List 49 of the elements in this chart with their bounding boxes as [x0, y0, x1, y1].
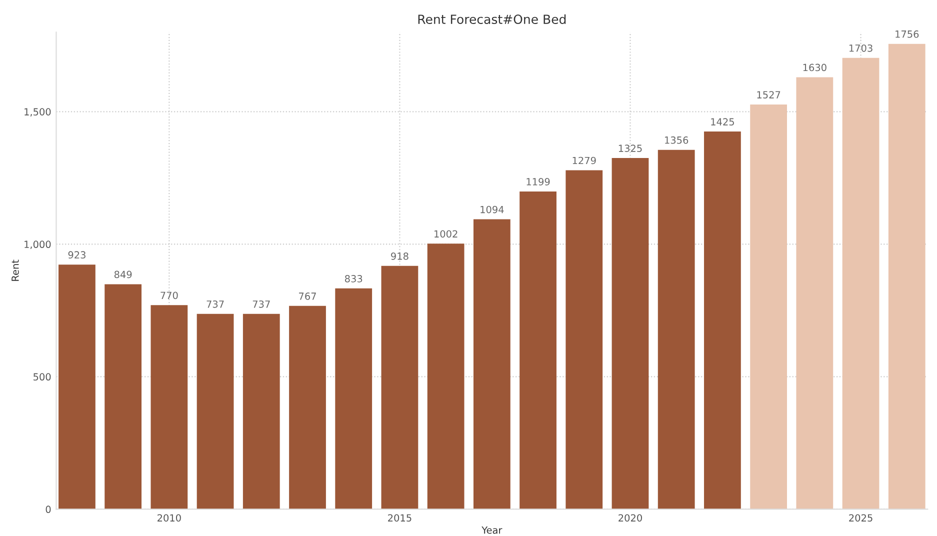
x-tick-label: 2025	[849, 514, 872, 522]
bar	[150, 305, 188, 510]
data-label: 1356	[665, 136, 688, 144]
x-axis-title: Year	[482, 526, 502, 534]
data-label: 767	[299, 292, 316, 300]
data-label: 1630	[803, 64, 826, 72]
y-tick-label: 500	[34, 373, 51, 381]
x-tick-label: 2020	[618, 514, 642, 522]
data-label: 918	[391, 252, 408, 260]
bar	[427, 244, 464, 510]
bar	[612, 158, 649, 510]
data-label: 1325	[618, 144, 642, 152]
data-label: 770	[160, 292, 178, 300]
data-label: 1425	[711, 118, 734, 126]
bar	[658, 150, 695, 510]
data-label: 849	[114, 270, 132, 278]
bar	[289, 306, 326, 510]
y-axis-title: Rent	[12, 260, 19, 281]
data-label: 737	[206, 300, 224, 308]
data-label: 833	[344, 275, 362, 282]
bar	[242, 314, 280, 510]
y-tick-label: 0	[46, 506, 51, 514]
data-label: 1703	[849, 44, 872, 52]
x-tick-label: 2015	[388, 514, 412, 522]
bar	[750, 104, 788, 510]
bar	[335, 288, 372, 510]
y-tick-label: 1,000	[24, 240, 51, 249]
bar	[473, 219, 510, 510]
chart-title: Rent Forecast#One Bed	[418, 14, 566, 24]
bar	[842, 58, 880, 510]
bar	[520, 191, 556, 510]
bar	[566, 170, 603, 510]
bar	[796, 77, 834, 510]
bar	[58, 264, 96, 510]
y-tick-label: 1,500	[24, 108, 51, 116]
bar	[104, 284, 142, 510]
bar	[888, 44, 926, 510]
data-label: 1527	[757, 91, 780, 98]
data-label: 1279	[572, 156, 596, 164]
data-label: 1756	[896, 30, 919, 38]
data-label: 737	[252, 300, 270, 308]
bar	[381, 266, 418, 510]
x-tick-label: 2010	[158, 514, 181, 522]
data-label: 923	[68, 251, 86, 259]
data-label: 1094	[480, 206, 504, 214]
bar	[196, 314, 234, 510]
data-label: 1199	[526, 178, 550, 186]
bar	[704, 132, 741, 510]
data-label: 1002	[434, 230, 458, 238]
